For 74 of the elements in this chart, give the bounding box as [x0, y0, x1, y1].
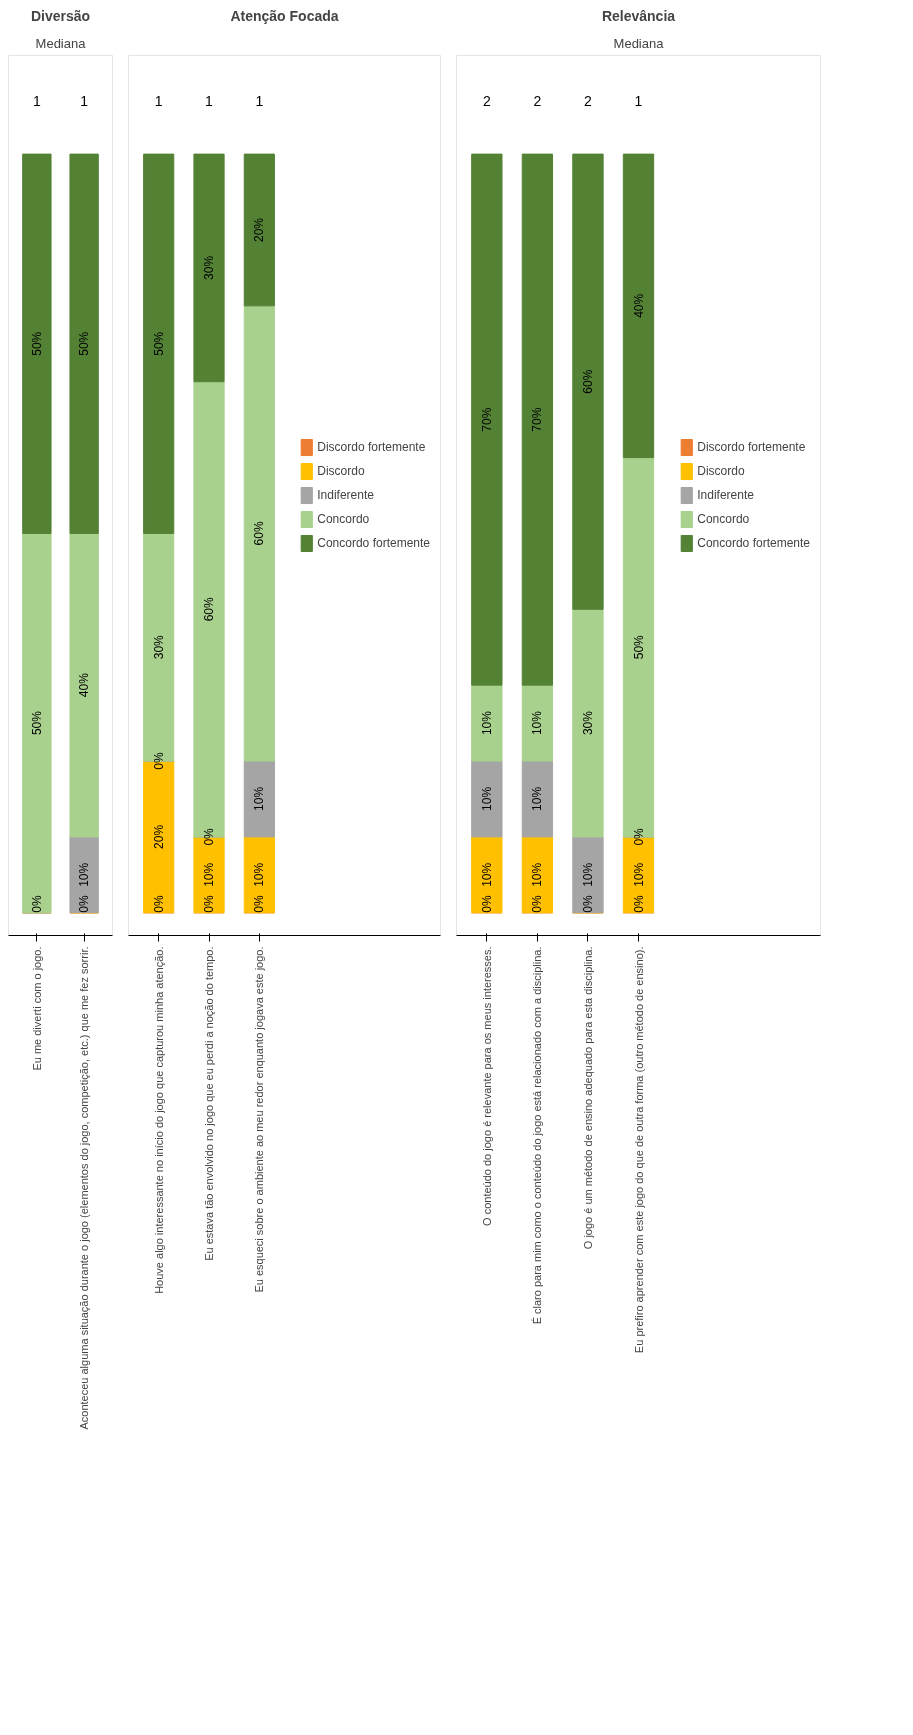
data-label: 0%	[151, 752, 166, 770]
chart-title: Relevância	[601, 7, 676, 24]
data-label: 30%	[580, 710, 595, 736]
data-label: 70%	[479, 407, 494, 432]
text: Mediana	[35, 35, 87, 51]
text: 1	[80, 93, 89, 110]
data-label: 10%	[631, 862, 646, 887]
data-label: 40%	[631, 293, 646, 318]
data-label: 30%	[202, 255, 217, 280]
data-label: 10%	[530, 710, 545, 736]
data-label: 0%	[77, 895, 92, 913]
x-tick-label: Eu esqueci sobre o ambiente ao meu redor enquanto jogava este jogo.	[253, 946, 266, 1293]
data-label: 0%	[479, 895, 494, 913]
data-label: 0%	[29, 895, 44, 913]
x-tick-label: O jogo é um método de ensino adequado para esta disciplina.	[581, 946, 594, 1250]
data-label: 10%	[252, 786, 267, 811]
legend-label: Discordo fortemente	[317, 440, 426, 454]
legend-label: Discordo	[317, 464, 365, 478]
data-label: 10%	[479, 786, 494, 811]
data-label: 50%	[631, 634, 646, 660]
data-label: 0%	[202, 827, 217, 846]
data-label: 40%	[77, 672, 92, 698]
data-label: 10%	[479, 862, 494, 887]
x-tick-label: É claro para mim como o conteúdo do jogo está relacionado com a disciplina.	[531, 946, 544, 1325]
data-label: 0%	[151, 895, 166, 913]
chart-title: Diversão	[30, 7, 91, 24]
data-label: 10%	[580, 862, 595, 887]
data-label: 70%	[530, 407, 545, 432]
legend-label: Concordo	[697, 512, 750, 526]
text: 2	[533, 93, 542, 110]
legend-label: Concordo	[317, 512, 370, 526]
x-tick-label: Eu estava tão envolvido no jogo que eu perdi a noção do tempo.	[203, 946, 216, 1261]
legend-label: Discordo	[697, 464, 745, 478]
data-label: 0%	[580, 895, 595, 913]
legend-label: Concordo fortemente	[317, 536, 430, 550]
data-label: 50%	[151, 331, 166, 356]
data-label: 50%	[77, 331, 92, 356]
legend-label: Indiferente	[697, 488, 754, 502]
chart-title: Atenção Focada	[230, 7, 339, 24]
x-tick-label: Aconteceu alguma situação durante o jogo (elementos do jogo, competição, etc.) que me fez sorrir.	[78, 946, 91, 1430]
text: 1	[205, 93, 214, 110]
x-tick-label: Eu me diverti com o jogo.	[30, 946, 43, 1071]
x-tick-label: Houve algo interessante no início do jogo que capturou minha atenção.	[152, 946, 165, 1294]
data-label: 60%	[202, 596, 217, 622]
data-label: 0%	[631, 827, 646, 846]
data-label: 0%	[631, 895, 646, 913]
data-label: 30%	[151, 634, 166, 660]
data-label: 0%	[530, 895, 545, 913]
text: 1	[255, 93, 264, 110]
text: 1	[154, 93, 163, 110]
x-tick-label: O conteúdo do jogo é relevante para os meus interesses.	[480, 946, 493, 1226]
data-label: 0%	[202, 895, 217, 913]
data-label: 0%	[252, 895, 267, 913]
data-label: 10%	[530, 862, 545, 887]
data-label: 10%	[77, 862, 92, 887]
data-label: 20%	[252, 217, 267, 242]
data-label: 50%	[29, 710, 44, 736]
x-tick-label: Eu prefiro aprender com este jogo do que de outra forma (outro método de ensino).	[632, 946, 645, 1354]
data-label: 10%	[252, 862, 267, 887]
legend-label: Indiferente	[317, 488, 374, 502]
data-label: 10%	[530, 786, 545, 811]
data-label: 50%	[29, 331, 44, 356]
data-label: 10%	[202, 862, 217, 887]
data-label: 20%	[151, 824, 166, 849]
text: 2	[584, 93, 593, 110]
data-label: 60%	[252, 521, 267, 546]
text: 2	[482, 93, 491, 110]
data-label: 10%	[479, 710, 494, 736]
text: 1	[634, 93, 643, 110]
legend-label: Discordo fortemente	[697, 440, 806, 454]
legend-label: Concordo fortemente	[697, 536, 810, 550]
text: 1	[32, 93, 41, 110]
text: Mediana	[613, 35, 665, 51]
data-label: 60%	[580, 369, 595, 394]
